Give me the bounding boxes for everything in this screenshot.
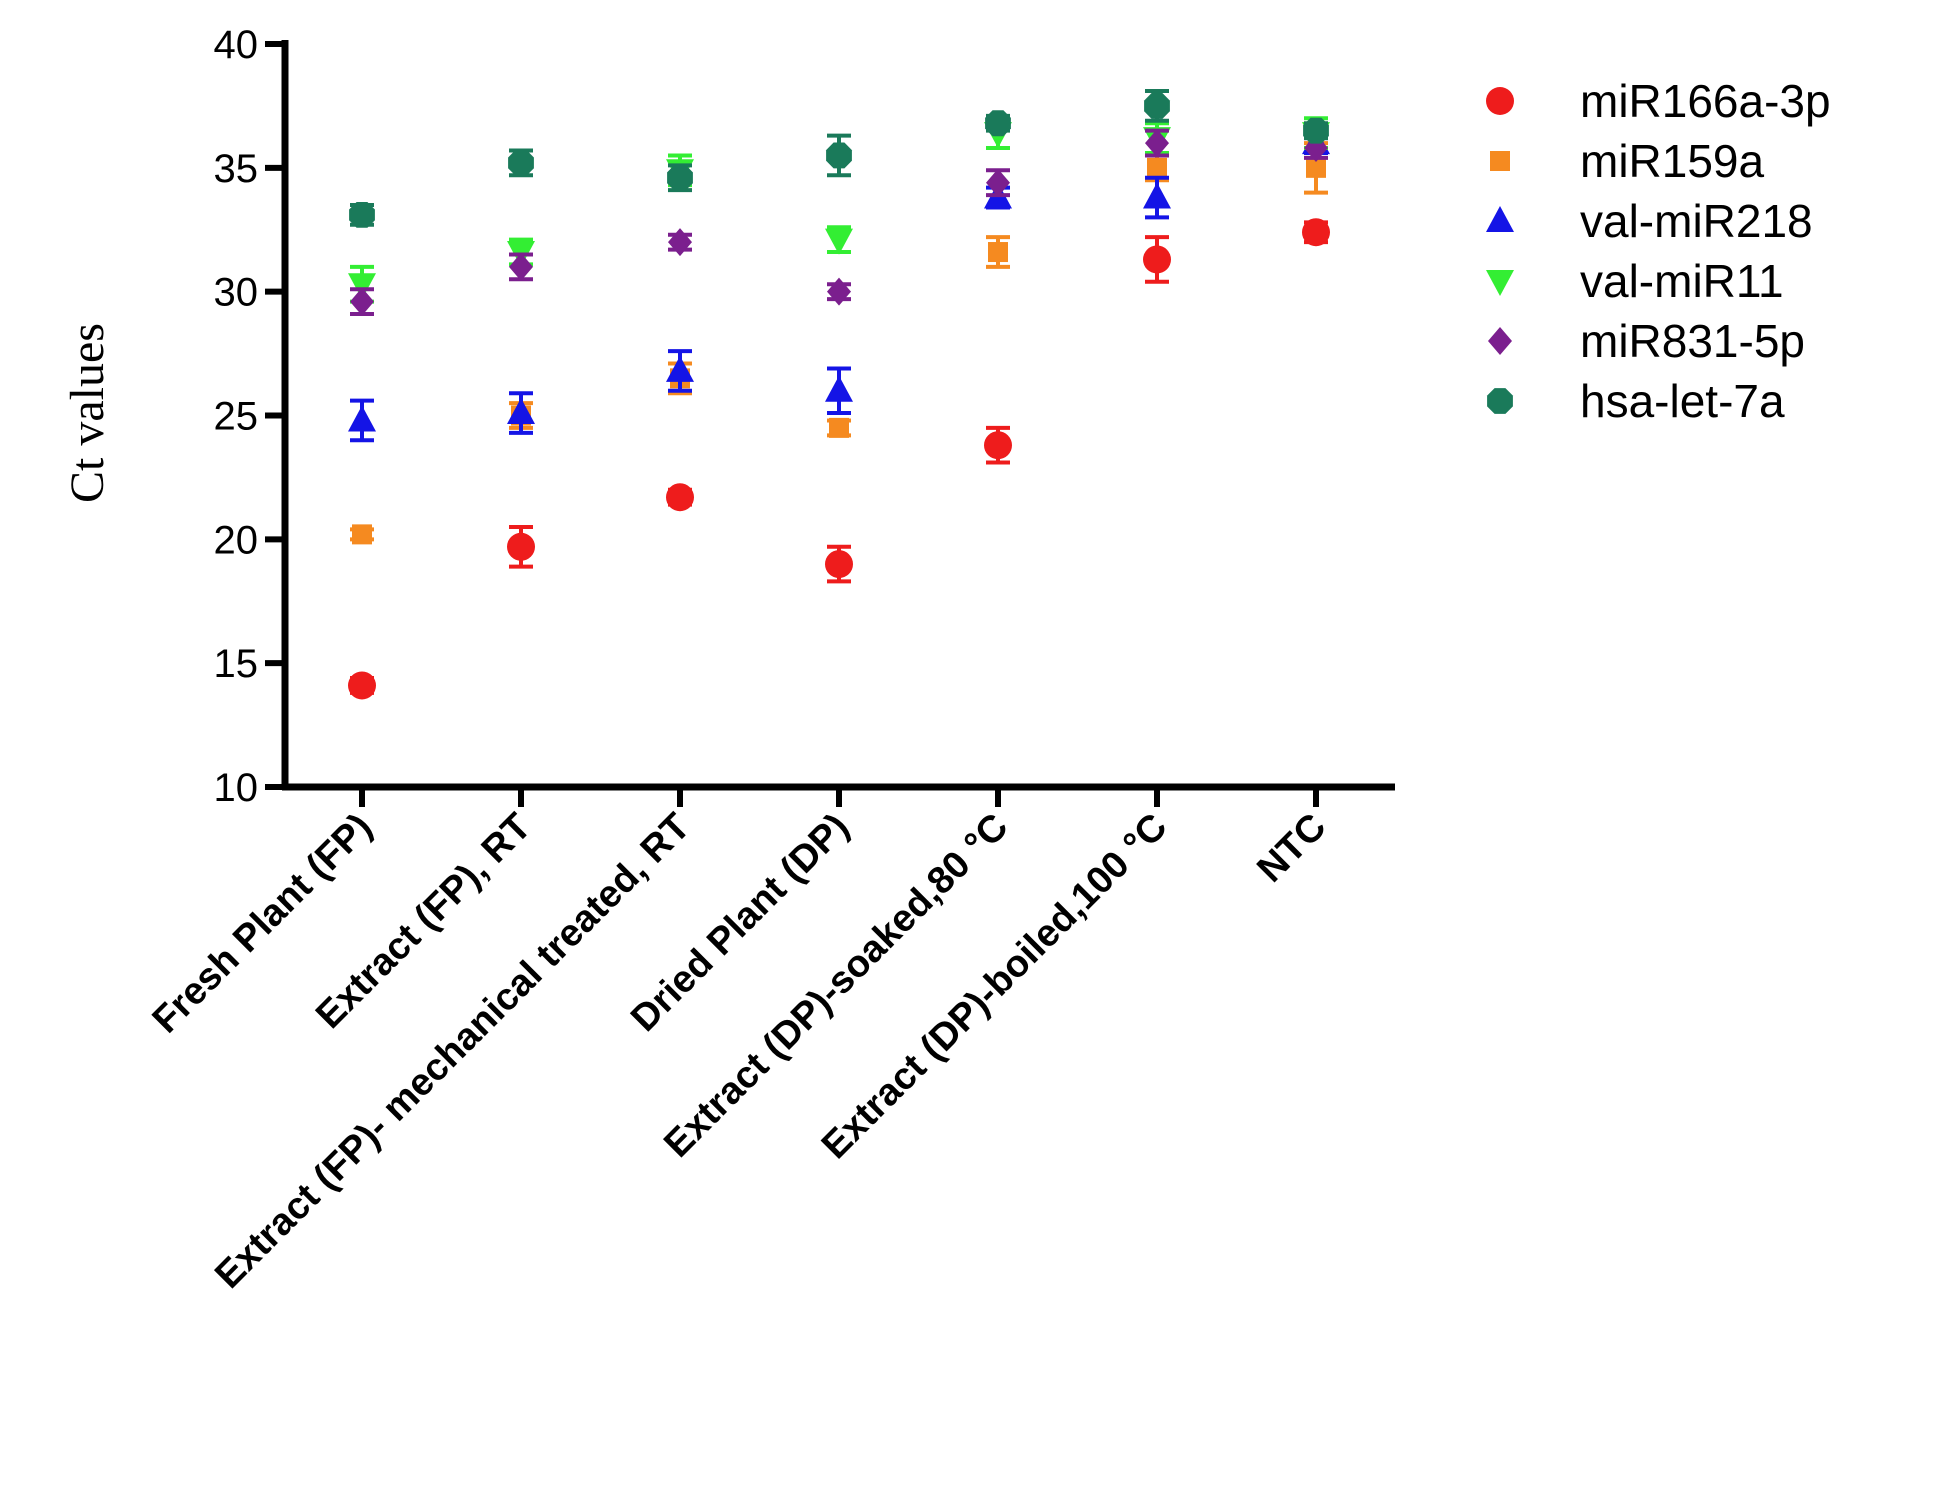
y-tick-label: 40 bbox=[214, 23, 259, 67]
data-point bbox=[1144, 93, 1170, 119]
legend-item: val-miR11 bbox=[1486, 255, 1784, 307]
data-point bbox=[1143, 245, 1171, 274]
legend-marker bbox=[1488, 327, 1512, 355]
data-point bbox=[1303, 117, 1329, 144]
data-point bbox=[348, 405, 376, 432]
x-category-label: Extract (DP)-soaked,80 °C bbox=[656, 806, 1016, 1166]
data-point bbox=[984, 431, 1012, 460]
data-point bbox=[1145, 129, 1169, 158]
data-point bbox=[826, 142, 852, 169]
data-point bbox=[668, 228, 692, 257]
legend: miR166a-3p miR159a val-miR218 val-miR11 miR8… bbox=[1486, 75, 1831, 427]
y-axis-title: Ct values bbox=[61, 323, 114, 503]
data-point bbox=[988, 242, 1008, 263]
data-markers bbox=[348, 89, 1330, 700]
y-tick-label: 35 bbox=[214, 147, 259, 191]
legend-label: miR159a bbox=[1580, 135, 1765, 187]
data-point bbox=[349, 202, 375, 228]
legend-marker bbox=[1486, 270, 1514, 296]
legend-marker bbox=[1486, 87, 1514, 115]
legend-item: val-miR218 bbox=[1486, 195, 1813, 247]
data-point bbox=[1302, 218, 1330, 247]
data-point bbox=[507, 532, 535, 561]
x-category-label: Extract (DP)-boiled,100 °C bbox=[814, 806, 1175, 1167]
y-tick-label: 10 bbox=[214, 766, 259, 810]
series-hsa-let-7a bbox=[349, 89, 1329, 228]
legend-marker bbox=[1487, 388, 1513, 414]
data-point bbox=[1147, 157, 1167, 178]
data-point bbox=[825, 550, 853, 579]
legend-marker bbox=[1486, 206, 1514, 232]
series-miR159a bbox=[350, 141, 1328, 545]
series-val-miR218 bbox=[348, 128, 1330, 443]
data-point bbox=[666, 483, 694, 512]
legend-label: val-miR11 bbox=[1580, 255, 1784, 307]
legend-item: miR166a-3p bbox=[1486, 75, 1831, 127]
legend-label: miR166a-3p bbox=[1580, 75, 1831, 127]
data-point bbox=[352, 524, 372, 545]
legend-label: val-miR218 bbox=[1580, 195, 1813, 247]
legend-item: miR831-5p bbox=[1488, 315, 1805, 367]
legend-label: miR831-5p bbox=[1580, 315, 1805, 367]
data-point bbox=[348, 273, 376, 300]
legend-label: hsa-let-7a bbox=[1580, 375, 1785, 427]
data-point bbox=[348, 671, 376, 700]
data-point bbox=[507, 398, 535, 425]
y-tick-label: 25 bbox=[214, 395, 259, 439]
y-tick-label: 20 bbox=[214, 518, 259, 562]
legend-item: hsa-let-7a bbox=[1487, 375, 1785, 427]
x-category-label: NTC bbox=[1249, 806, 1334, 891]
data-point bbox=[1306, 157, 1326, 178]
data-point bbox=[508, 149, 534, 176]
data-point bbox=[825, 375, 853, 402]
data-point bbox=[666, 355, 694, 382]
data-point bbox=[827, 277, 851, 306]
data-point bbox=[985, 110, 1011, 137]
legend-marker bbox=[1490, 151, 1510, 171]
data-point bbox=[1143, 182, 1171, 209]
data-point bbox=[667, 164, 693, 191]
data-point bbox=[509, 252, 533, 281]
y-tick-label: 15 bbox=[214, 642, 259, 686]
legend-item: miR159a bbox=[1490, 135, 1765, 187]
data-point bbox=[829, 417, 849, 438]
data-point bbox=[350, 287, 374, 316]
series-miR166a-3p bbox=[348, 218, 1330, 700]
y-tick-label: 30 bbox=[214, 271, 259, 315]
data-point bbox=[986, 168, 1010, 197]
data-point bbox=[825, 228, 853, 255]
